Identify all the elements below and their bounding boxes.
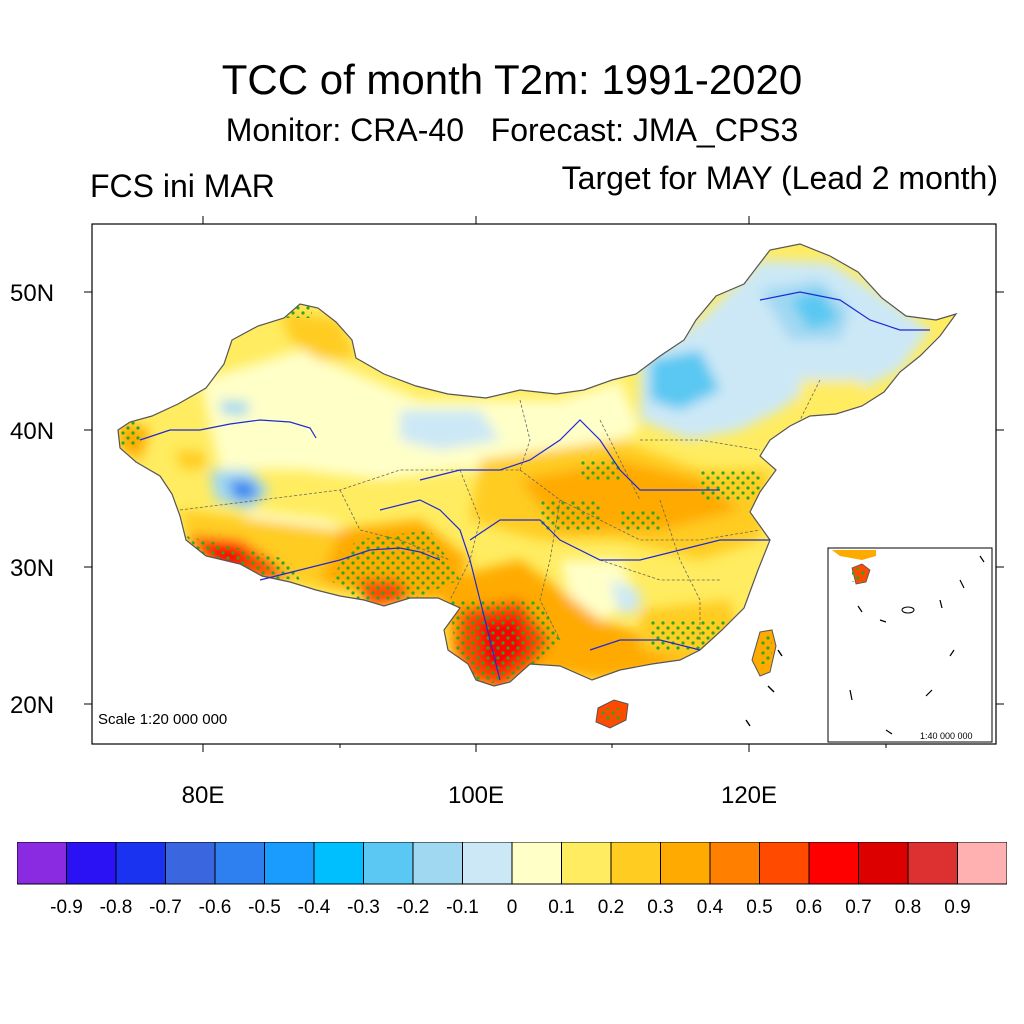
colorbar-swatch (709, 842, 760, 885)
colorbar-tick-label: -0.9 (50, 897, 83, 918)
colorbar (17, 842, 1007, 885)
colorbar-swatch (957, 842, 1007, 885)
colorbar-tick-label: -0.2 (396, 897, 430, 918)
colorbar-tick-label: -0.4 (297, 897, 331, 918)
inset-scale: 1:40 000 000 (920, 731, 973, 741)
colorbar-swatch (412, 842, 463, 885)
lat-label-50n: 50N (10, 280, 55, 307)
lon-label-120e: 120E (720, 782, 778, 809)
colorbar-tick-label: 0.2 (597, 897, 625, 918)
colorbar-tick-label: 0.6 (795, 897, 823, 918)
colorbar-swatch (66, 842, 117, 885)
china-border (117, 243, 958, 687)
colorbar-tick-label: 0.1 (548, 897, 575, 918)
colorbar-swatch (115, 842, 166, 885)
colorbar-tick-label: 0.3 (647, 897, 674, 918)
colorbar-tick-label: 0.4 (696, 897, 724, 918)
colorbar-swatch (264, 842, 315, 885)
sea-dashes (745, 649, 783, 727)
province-boundaries (179, 379, 821, 641)
colorbar-tick-label: 0 (506, 897, 518, 918)
lon-label-80e: 80E (181, 782, 225, 809)
colorbar-swatch (808, 842, 859, 885)
colorbar-swatch (907, 842, 958, 885)
colorbar-swatch (561, 842, 612, 885)
colorbar-swatch (363, 842, 414, 885)
colorbar-tick-label: 0.8 (894, 897, 922, 918)
colorbar-swatch (214, 842, 265, 885)
significance-stipple (118, 306, 760, 686)
colorbar-swatch (511, 842, 562, 885)
init-label: FCS ini MAR (90, 168, 275, 204)
rivers (139, 291, 930, 681)
inset-content (832, 550, 985, 735)
target-label: Target for MAY (Lead 2 month) (561, 160, 998, 196)
colorbar-tick-label: -0.6 (198, 897, 232, 918)
lat-label-40n: 40N (10, 418, 55, 445)
lat-label-20n: 20N (10, 692, 55, 719)
colorbar-swatch (610, 842, 661, 885)
colorbar-tick-label: 0.9 (944, 897, 971, 918)
colorbar-swatch (17, 842, 67, 885)
colorbar-swatch (165, 842, 216, 885)
axis-ticks (84, 216, 1004, 752)
colorbar-swatch (313, 842, 364, 885)
colorbar-swatch (858, 842, 909, 885)
colorbar-tick-label: 0.5 (746, 897, 773, 918)
colorbar-swatch (660, 842, 711, 885)
colorbar-tick-label: -0.1 (446, 897, 479, 918)
colorbar-swatch (759, 842, 810, 885)
colorbar-tick-label: -0.3 (347, 897, 380, 918)
colorbar-swatch (462, 842, 513, 885)
lon-label-100e: 100E (447, 782, 505, 809)
lat-label-30n: 30N (10, 555, 55, 582)
chart-subtitle: Monitor: CRA-40 Forecast: JMA_CPS3 (225, 112, 799, 148)
colorbar-tick-label: -0.5 (248, 897, 281, 918)
colorbar-tick-label: -0.8 (99, 897, 133, 918)
colorbar-tick-label: -0.7 (149, 897, 182, 918)
map-scale: Scale 1:20 000 000 (98, 711, 228, 728)
colorbar-tick-label: 0.7 (845, 897, 872, 918)
chart-title: TCC of month T2m: 1991-2020 (221, 56, 803, 103)
